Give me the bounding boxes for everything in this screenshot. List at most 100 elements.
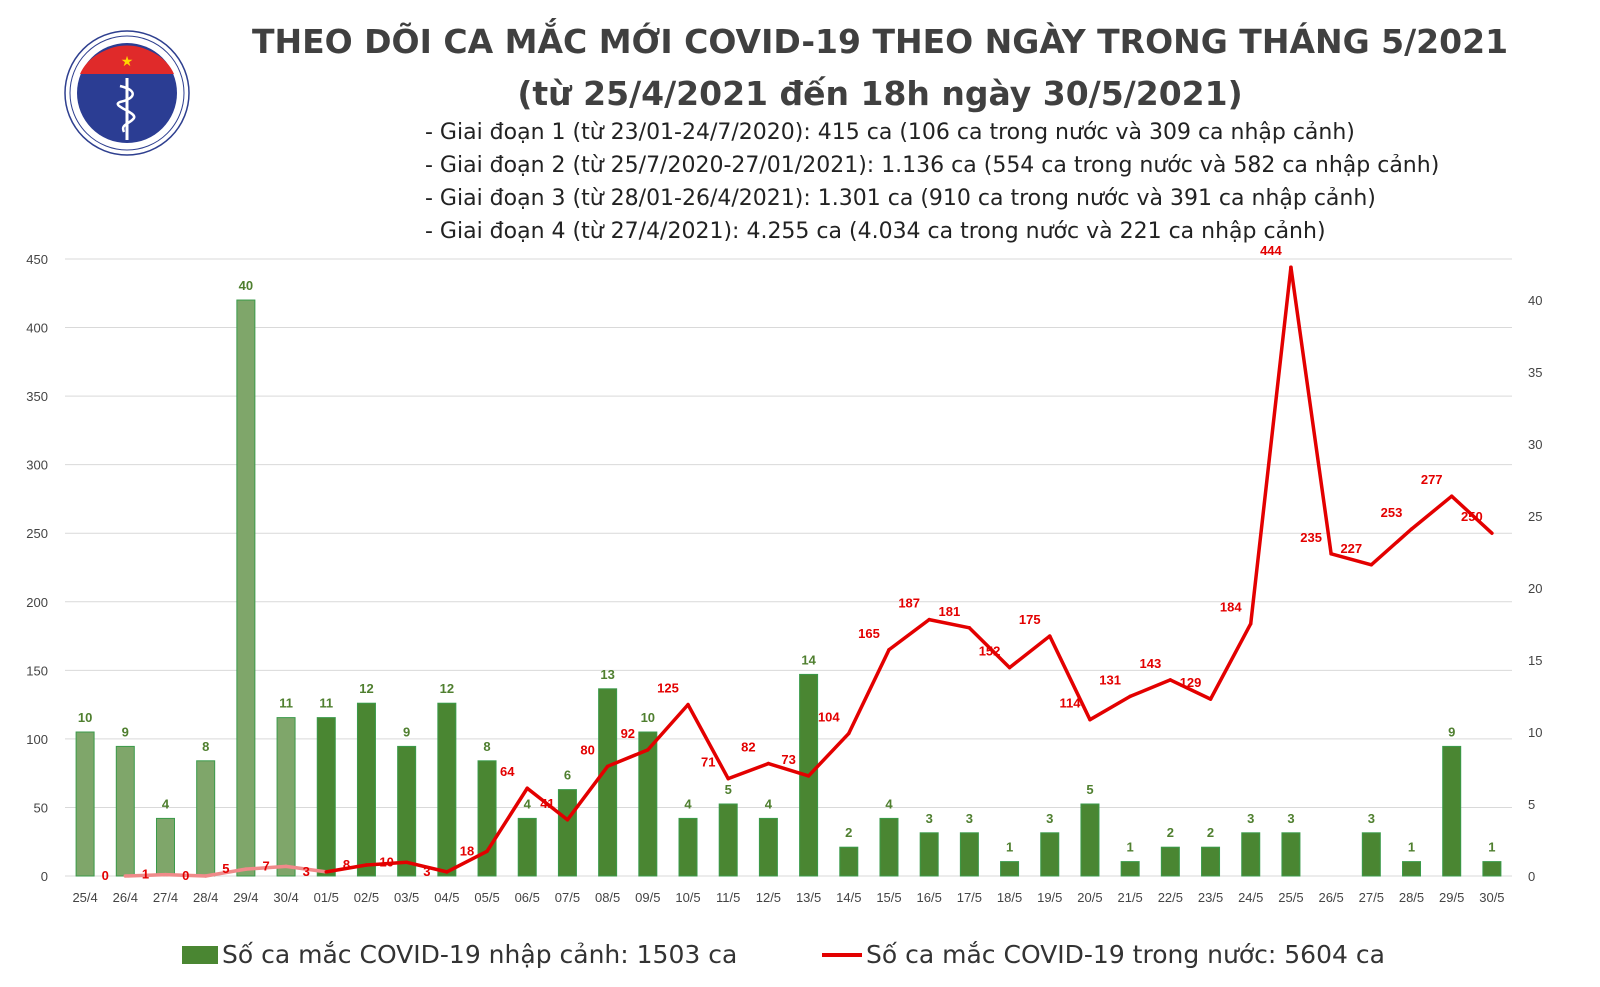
bar-data-label: 2	[1207, 825, 1214, 840]
bar-data-label: 9	[403, 724, 410, 739]
bar	[1361, 832, 1381, 877]
line-data-label: 253	[1381, 505, 1403, 520]
bar	[196, 760, 216, 877]
line-segment	[324, 863, 369, 874]
bar-data-label: 8	[202, 739, 209, 754]
line-data-label: 143	[1139, 656, 1161, 671]
x-tick-label: 27/5	[1359, 890, 1384, 905]
bar-data-label: 1	[1408, 840, 1415, 855]
y-left-tick-label: 300	[26, 458, 48, 473]
bar	[155, 817, 175, 877]
note-period-2: - Giai đoạn 2 (từ 25/7/2020-27/01/2021):…	[425, 153, 1440, 178]
bar	[115, 745, 135, 877]
bar	[236, 299, 256, 877]
line-segment	[766, 761, 811, 778]
line-segment	[284, 864, 329, 874]
bar-data-label: 1	[1006, 840, 1013, 855]
svg-text:★: ★	[121, 53, 134, 69]
note-period-1: - Giai đoạn 1 (từ 23/01-24/7/2020): 415 …	[425, 120, 1355, 145]
line-data-label: 129	[1180, 675, 1202, 690]
x-tick-label: 18/5	[997, 890, 1022, 905]
line-data-label: 227	[1340, 541, 1362, 556]
x-tick-label: 15/5	[876, 890, 901, 905]
note-period-3: - Giai đoạn 3 (từ 28/01-26/4/2021): 1.30…	[425, 186, 1376, 211]
bar	[276, 717, 296, 877]
x-tick-label: 04/5	[434, 890, 459, 905]
y-left-tick-label: 250	[26, 526, 48, 541]
bar-data-label: 5	[1086, 782, 1093, 797]
y-right-tick-label: 40	[1528, 293, 1542, 308]
bar-data-label: 9	[122, 724, 129, 739]
line-data-label: 104	[818, 709, 840, 724]
line-data-label: 64	[500, 764, 515, 779]
line-data-label: 71	[701, 755, 715, 770]
bar-data-label: 12	[440, 681, 454, 696]
line-segment	[163, 872, 208, 878]
legend-swatch-line	[822, 952, 862, 957]
bar-data-label: 11	[319, 696, 333, 711]
x-tick-label: 01/5	[314, 890, 339, 905]
bar-data-label: 40	[239, 278, 253, 293]
line-segment	[1289, 265, 1333, 556]
line-data-label: 92	[621, 726, 635, 741]
x-tick-label: 02/5	[354, 890, 379, 905]
bar	[1241, 832, 1261, 877]
x-tick-label: 13/5	[796, 890, 821, 905]
line-data-label: 82	[741, 740, 755, 755]
bar-data-label: 3	[1368, 811, 1375, 826]
x-tick-label: 14/5	[836, 890, 861, 905]
bar-data-label: 10	[78, 710, 92, 725]
line-segment	[1409, 494, 1454, 531]
line-segment	[565, 764, 610, 822]
bar	[557, 789, 577, 877]
bar-data-label: 1	[1127, 840, 1134, 855]
y-right-tick-label: 0	[1528, 869, 1535, 884]
bar-data-label: 8	[483, 739, 490, 754]
line-segment	[445, 849, 489, 874]
x-tick-label: 25/5	[1278, 890, 1303, 905]
y-left-tick-label: 400	[26, 321, 48, 336]
line-data-label: 131	[1099, 672, 1121, 687]
line-data-label: 444	[1260, 243, 1282, 258]
line-data-label: 7	[262, 858, 269, 873]
x-tick-label: 25/4	[72, 890, 97, 905]
bar-data-label: 10	[641, 710, 655, 725]
line-data-label: 235	[1300, 530, 1322, 545]
x-tick-label: 19/5	[1037, 890, 1062, 905]
line-segment	[887, 617, 931, 652]
bar-data-label: 4	[684, 796, 692, 811]
chart-title: THEO DÕI CA MẮC MỚI COVID-19 THEO NGÀY T…	[251, 22, 1509, 61]
x-tick-label: 28/5	[1399, 890, 1424, 905]
bar	[1402, 861, 1422, 877]
bar-data-label: 2	[845, 825, 852, 840]
bar	[1120, 861, 1140, 877]
x-tick-label: 07/5	[555, 890, 580, 905]
bar	[437, 702, 457, 877]
bar	[638, 731, 658, 877]
bar-data-label: 3	[1247, 811, 1254, 826]
legend-label-imported: Số ca mắc COVID-19 nhập cảnh: 1503 ca	[222, 940, 738, 969]
bar	[959, 832, 979, 877]
x-tick-label: 09/5	[635, 890, 660, 905]
bar	[718, 803, 738, 877]
bar	[1000, 861, 1020, 877]
line-segment	[927, 617, 972, 630]
bar-data-label: 14	[801, 652, 816, 667]
line-data-label: 187	[898, 596, 920, 611]
line-data-label: 184	[1220, 600, 1242, 615]
y-right-tick-label: 35	[1528, 365, 1542, 380]
x-tick-label: 20/5	[1077, 890, 1102, 905]
line-segment	[525, 786, 570, 822]
legend-label-domestic: Số ca mắc COVID-19 trong nước: 5604 ca	[866, 940, 1385, 969]
y-right-tick-label: 10	[1528, 725, 1542, 740]
line-data-label: 3	[303, 864, 310, 879]
line-segment	[203, 867, 248, 878]
line-segment	[646, 702, 690, 752]
bar-data-label: 13	[600, 667, 614, 682]
bar	[879, 817, 899, 877]
line-segment	[1248, 265, 1293, 626]
line-segment	[1128, 678, 1173, 699]
y-left-tick-label: 50	[34, 800, 48, 815]
